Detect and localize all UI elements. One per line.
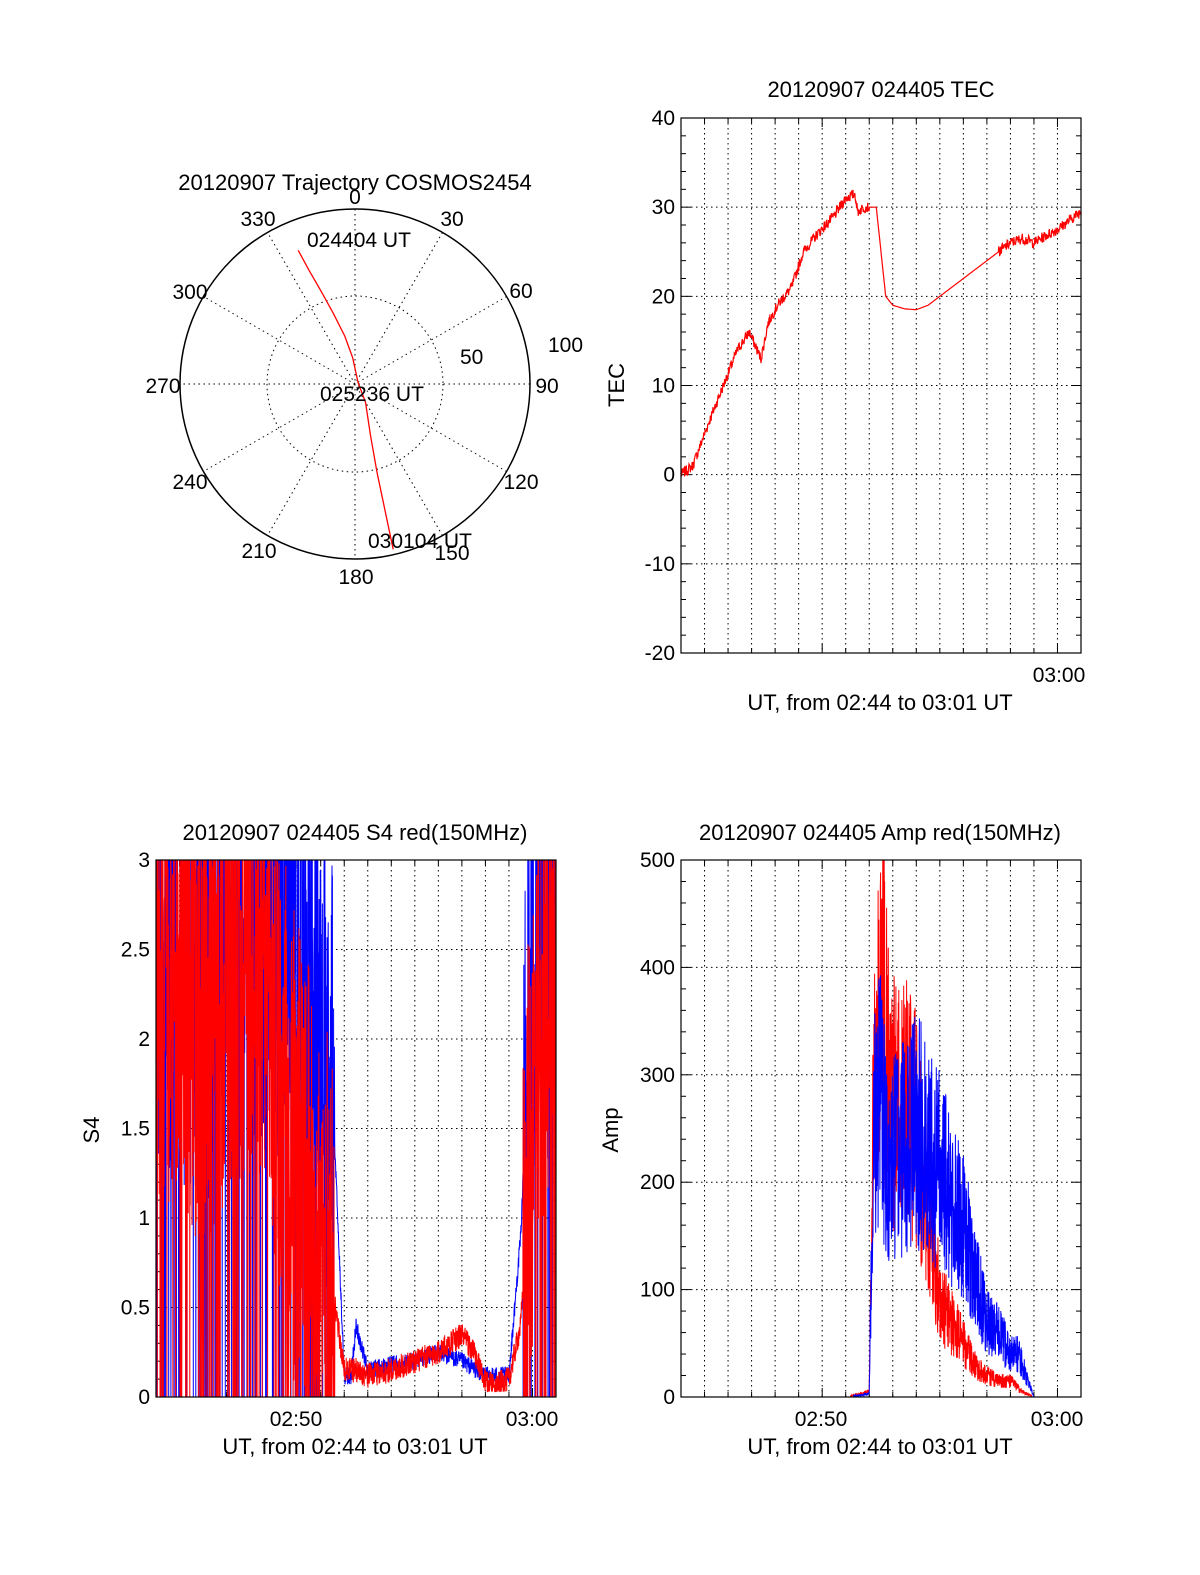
tec-ylabel: TEC bbox=[604, 363, 629, 407]
amp-y-tick-labels: 0 100 200 300 400 500 bbox=[640, 849, 675, 1409]
amp-axes-frame bbox=[680, 859, 1082, 1398]
polar-angle-label: 0 bbox=[349, 186, 361, 209]
s4-ytick-label: 3 bbox=[138, 849, 150, 872]
polar-spoke bbox=[267, 232, 443, 536]
s4-ytick-label: 0.5 bbox=[121, 1297, 150, 1320]
tec-ytick-label: 30 bbox=[652, 196, 675, 219]
amp-ytick-label: 500 bbox=[640, 849, 675, 872]
amp-red-series-line bbox=[681, 860, 1081, 1397]
s4-x-tick-0300: 03:00 bbox=[506, 1408, 559, 1431]
s4-title: 20120907 024405 S4 red(150MHz) bbox=[183, 820, 528, 845]
s4-axes-frame bbox=[155, 859, 557, 1398]
amp-title: 20120907 024405 Amp red(150MHz) bbox=[699, 820, 1061, 845]
polar-angle-labels: 0 30 60 90 120 150 180 210 240 270 300 330 bbox=[145, 186, 558, 589]
amp-ytick-label: 0 bbox=[663, 1386, 675, 1409]
polar-angle-label: 180 bbox=[338, 566, 373, 589]
tec-x-tick-0300: 03:00 bbox=[1033, 664, 1086, 687]
trajectory-title: 20120907 Trajectory COSMOS2454 bbox=[178, 170, 531, 195]
tec-axes-frame bbox=[680, 117, 1082, 654]
trajectory-panel: 20120907 Trajectory COSMOS2454 0 30 60 90 12… bbox=[145, 170, 583, 589]
polar-outer-circle bbox=[179, 208, 531, 560]
s4-ytick-label: 1 bbox=[138, 1207, 150, 1230]
s4-panel: 20120907 024405 S4 red(150MHz) 0 0.5 1 1.5 2… bbox=[79, 820, 559, 1459]
tec-title: 20120907 024405 TEC bbox=[767, 77, 994, 102]
polar-inner-circle bbox=[266, 295, 444, 473]
tec-grid bbox=[681, 118, 1081, 653]
amp-ytick-label: 200 bbox=[640, 1171, 675, 1194]
end-time-label: 030104 UT bbox=[368, 530, 472, 553]
s4-grid bbox=[156, 860, 556, 1397]
polar-angle-label: 330 bbox=[240, 208, 275, 231]
s4-xlabel: UT, from 02:44 to 03:01 UT bbox=[222, 1434, 487, 1459]
tec-ytick-label: 40 bbox=[652, 107, 675, 130]
amp-x-tick-0250: 02:50 bbox=[795, 1408, 848, 1431]
amp-blue-series-line bbox=[681, 975, 1081, 1397]
radial-label-50: 50 bbox=[460, 346, 483, 369]
tec-ytick-label: 0 bbox=[663, 464, 675, 487]
s4-ytick-label: 2.5 bbox=[121, 939, 150, 962]
amp-ylabel: Amp bbox=[598, 1107, 623, 1152]
tec-y-tick-labels: -20 -10 0 10 20 30 40 bbox=[645, 107, 675, 665]
polar-angle-label: 150 bbox=[434, 542, 469, 565]
amp-x-tick-0300: 03:00 bbox=[1031, 1408, 1084, 1431]
tec-ytick-label: 20 bbox=[652, 285, 675, 308]
amp-ytick-label: 100 bbox=[640, 1279, 675, 1302]
amp-ytick-label: 400 bbox=[640, 956, 675, 979]
s4-y-tick-labels: 0 0.5 1 1.5 2 2.5 3 bbox=[121, 849, 150, 1409]
s4-red-series-line bbox=[156, 860, 556, 1397]
polar-angle-label: 210 bbox=[241, 540, 276, 563]
polar-angle-label: 270 bbox=[145, 375, 180, 398]
trajectory-line bbox=[297, 249, 394, 550]
radial-label-100: 100 bbox=[548, 334, 583, 357]
polar-angle-label: 240 bbox=[172, 471, 207, 494]
polar-angle-label: 90 bbox=[535, 375, 558, 398]
s4-ytick-label: 0 bbox=[138, 1386, 150, 1409]
tec-panel: 20120907 024405 TEC -20 -10 0 10 20 30 40 03:0… bbox=[604, 77, 1085, 715]
polar-angle-label: 30 bbox=[440, 208, 463, 231]
start-time-label: 024404 UT bbox=[307, 229, 411, 252]
mid-time-label: 025236 UT bbox=[320, 383, 424, 406]
polar-angle-label: 300 bbox=[172, 281, 207, 304]
tec-ytick-label: -20 bbox=[645, 642, 675, 665]
amp-xlabel: UT, from 02:44 to 03:01 UT bbox=[747, 1434, 1012, 1459]
tec-ticks bbox=[681, 117, 1081, 654]
amp-panel: 20120907 024405 Amp red(150MHz) 0 100 200 3… bbox=[598, 820, 1083, 1459]
tec-ytick-label: 10 bbox=[652, 375, 675, 398]
s4-x-tick-0250: 02:50 bbox=[270, 1408, 323, 1431]
polar-grid bbox=[180, 209, 530, 559]
tec-series-line bbox=[680, 189, 1082, 477]
s4-ytick-label: 2 bbox=[138, 1028, 150, 1051]
polar-angle-label: 120 bbox=[503, 471, 538, 494]
s4-ylabel: S4 bbox=[79, 1117, 104, 1144]
amp-ytick-label: 300 bbox=[640, 1064, 675, 1087]
tec-ytick-label: -10 bbox=[645, 553, 675, 576]
tec-xlabel: UT, from 02:44 to 03:01 UT bbox=[747, 690, 1012, 715]
polar-angle-label: 60 bbox=[509, 280, 532, 303]
s4-ytick-label: 1.5 bbox=[121, 1118, 150, 1141]
